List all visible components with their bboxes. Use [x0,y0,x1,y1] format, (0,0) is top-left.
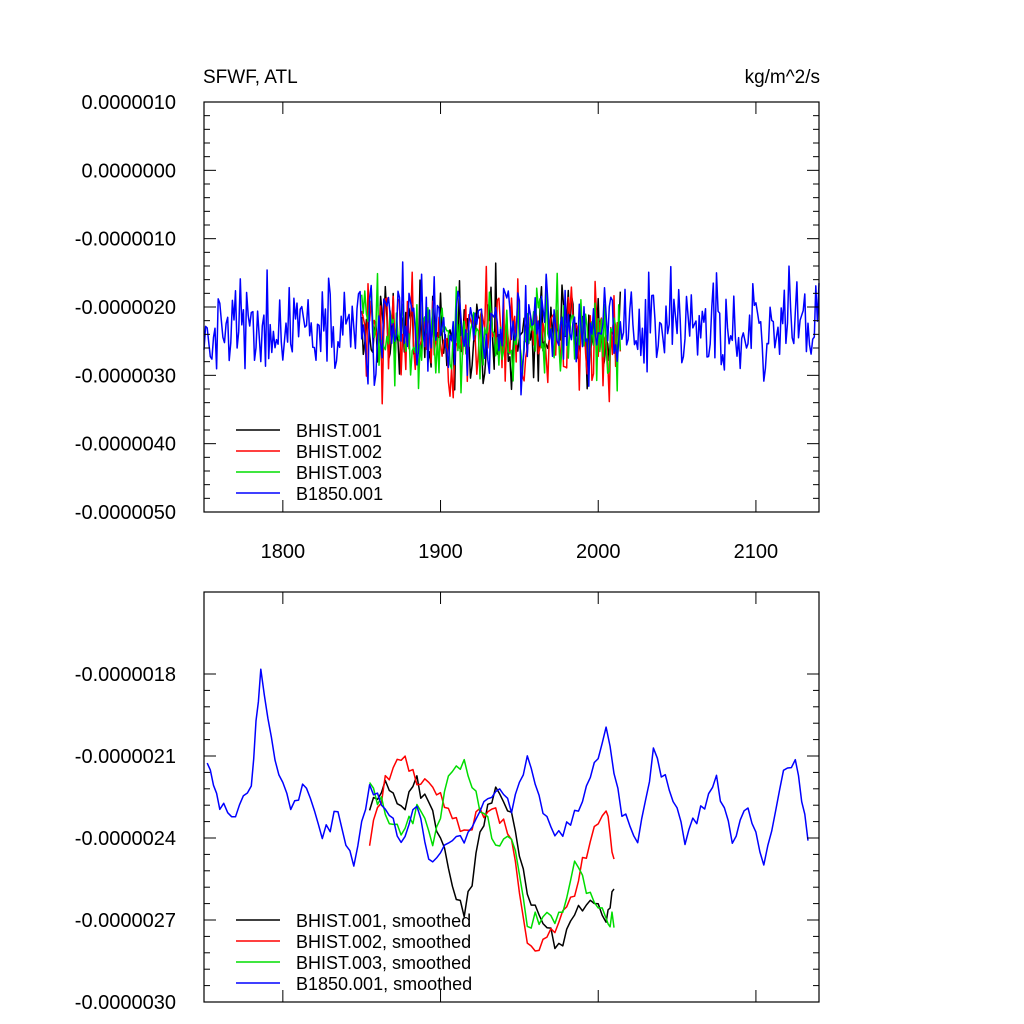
legend-label: BHIST.002 [296,442,382,462]
series-line [206,668,809,867]
bottom-panel: -0.0000018 -0.0000021 -0.0000024 -0.0000027… [75,591,820,1014]
x-tick-label: 1900 [418,541,463,563]
top-title-left: SFWF, ATL [203,67,298,88]
y-tick-label: -0.0000024 [75,828,176,850]
y-tick-label: -0.0000021 [75,746,176,768]
y-tick-label: -0.0000050 [75,502,176,524]
y-tick-label: -0.0000030 [75,992,176,1014]
y-tick-label: -0.0000018 [75,664,176,686]
series-line [368,755,615,952]
y-tick-label: -0.0000040 [75,434,176,456]
legend-label: BHIST.003 [296,463,382,483]
y-tick-label: 0.0000000 [81,160,176,182]
bottom-axes: -0.0000018 -0.0000021 -0.0000024 -0.0000027… [75,592,819,1014]
legend-label: BHIST.002, smoothed [296,932,471,952]
legend-label: BHIST.003, smoothed [296,953,471,973]
series-line [368,758,615,929]
y-tick-label: -0.0000010 [75,229,176,251]
legend-label: B1850.001, smoothed [296,974,472,994]
top-panel: SFWF, ATL kg/m^2/s 0.0000010 0.0000000 -0.… [75,67,820,563]
y-tick-label: -0.0000030 [75,365,176,387]
top-title-right: kg/m^2/s [745,67,820,88]
top-plot-frame [203,101,820,513]
series-line [368,775,615,950]
series-line [203,261,820,396]
y-tick-label: -0.0000020 [75,297,176,319]
bottom-plot-frame [203,591,820,1003]
legend-label: BHIST.001, smoothed [296,911,471,931]
legend-label: B1850.001 [296,484,383,504]
x-tick-label: 1800 [261,541,306,563]
top-axes: 0.0000010 0.0000000 -0.0000010 -0.0000020 -0… [75,92,819,563]
x-tick-label: 2100 [734,541,779,563]
top-series [203,261,820,405]
y-tick-label: -0.0000027 [75,910,176,932]
y-tick-label: 0.0000010 [81,92,176,114]
bottom-series [206,668,809,952]
legend-label: BHIST.001 [296,421,382,441]
x-tick-label: 2000 [576,541,621,563]
